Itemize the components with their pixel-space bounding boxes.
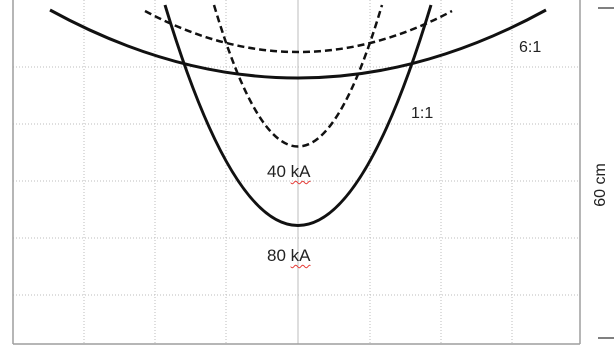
curves	[49, 4, 547, 227]
label-80-ka: 80 kA	[267, 247, 311, 264]
grid	[12, 0, 581, 345]
side-scale-ticks	[598, 7, 614, 339]
side-scale-label: 60 cm	[591, 163, 609, 207]
label-80-ka-number: 80	[267, 246, 286, 265]
label-40-ka: 40 kA	[267, 163, 311, 180]
label-40-ka-unit: kA	[290, 162, 311, 181]
label-80-ka-unit: kA	[290, 246, 311, 265]
curve-1-1-40ka-dashed	[212, 4, 384, 148]
label-ratio-6-1: 6:1	[519, 39, 542, 56]
curve-1-1-80ka-solid	[163, 4, 433, 227]
label-40-ka-number: 40	[267, 162, 286, 181]
curve-6-1-40ka-dashed	[144, 9, 453, 54]
curve-6-1-80ka-solid	[49, 8, 547, 80]
label-ratio-1-1: 1:1	[411, 105, 434, 122]
